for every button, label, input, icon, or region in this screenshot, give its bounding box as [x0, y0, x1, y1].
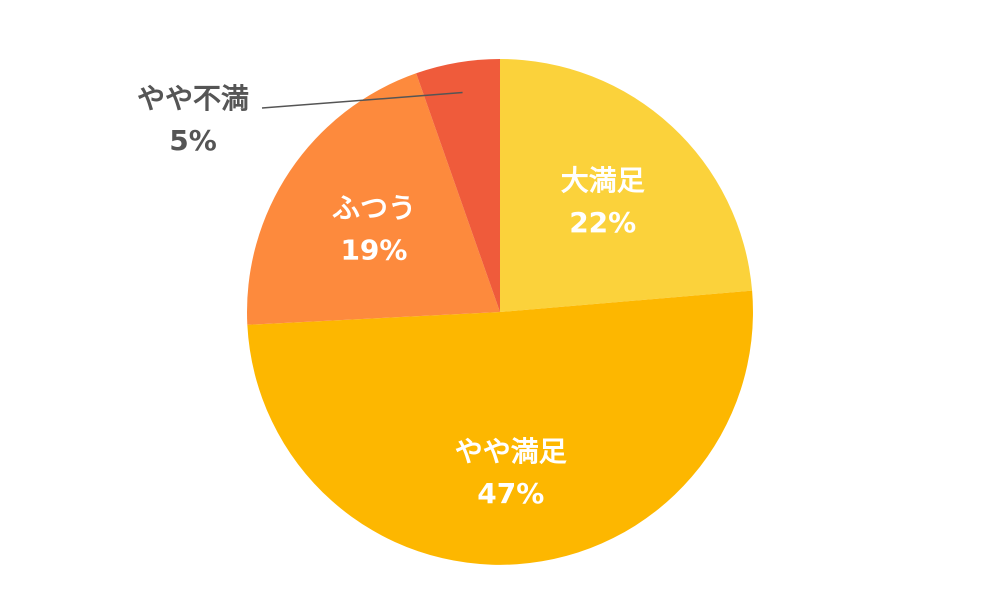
- leader-line-slice-3: [261, 91, 463, 109]
- label-slice-0-name: 大満足: [561, 164, 645, 197]
- label-slice-0-value: 22%: [569, 206, 636, 239]
- labels-layer: 大満足 22% やや満足 47% ふつう 19% やや不満 5%: [137, 82, 645, 510]
- pie-slice-0: [500, 59, 753, 312]
- label-slice-1-name: やや満足: [455, 435, 567, 468]
- label-slice-3-value: 5%: [169, 124, 217, 157]
- pie-slice-3: [416, 59, 500, 312]
- label-slice-3-name: やや不満: [137, 82, 249, 115]
- label-slice-1-value: 47%: [477, 477, 544, 510]
- label-slice-2-value: 19%: [340, 233, 407, 266]
- pie-slice-1: [247, 290, 753, 565]
- slices-layer: [246, 59, 753, 565]
- pie-slice-2: [246, 73, 500, 325]
- label-slice-2-name: ふつう: [332, 191, 416, 224]
